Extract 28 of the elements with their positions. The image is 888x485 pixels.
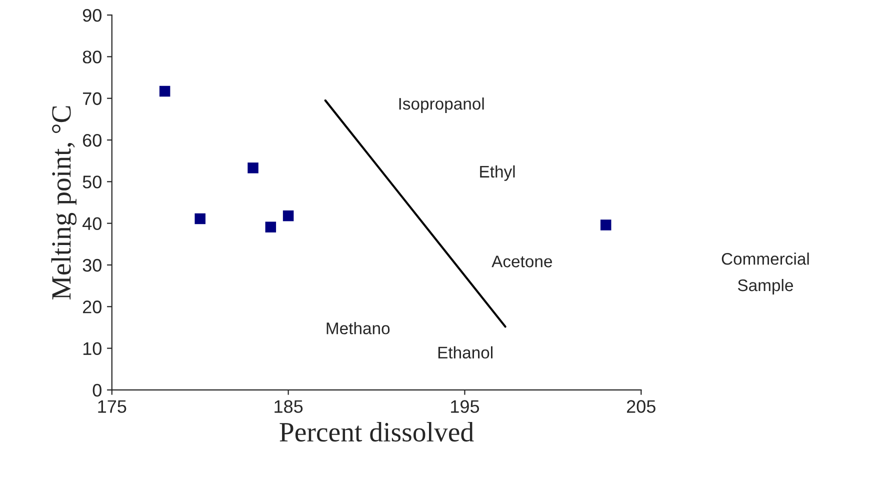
x-tick-label: 175 <box>98 400 126 413</box>
annotation: Ethyl <box>480 165 515 181</box>
point <box>282 210 294 222</box>
point <box>265 222 276 232</box>
annotation: Acetone <box>492 256 552 268</box>
point <box>600 220 612 230</box>
x-tick-label: 195 <box>451 400 480 413</box>
text: Commercial Sample <box>722 252 809 295</box>
y-tick-label: 0 <box>92 384 102 397</box>
y-tick-label: 50 <box>82 176 102 188</box>
y-tick-label: 20 <box>82 300 102 314</box>
y-tick-label: 30 <box>82 258 102 272</box>
annotation: Ethanol <box>438 346 492 359</box>
y-tick-label: 90 <box>82 8 102 22</box>
y-tick-label: 80 <box>82 50 102 64</box>
y-tick-label: 40 <box>82 217 102 230</box>
y-tick-label: 60 <box>83 134 102 147</box>
point <box>159 86 170 97</box>
x-axis-title: Percent dissolved <box>280 422 474 442</box>
y-axis-title: Melting point, °C <box>51 106 77 300</box>
y-tick-label: 10 <box>83 342 102 356</box>
x-tick-label: 185 <box>274 400 303 413</box>
annotation: Methano <box>326 322 390 334</box>
point <box>248 162 258 174</box>
annotation: Isopropanol <box>399 97 484 114</box>
y-tick-label: 70 <box>83 92 102 106</box>
x-tick-label: 205 <box>626 400 656 413</box>
point <box>194 213 206 224</box>
